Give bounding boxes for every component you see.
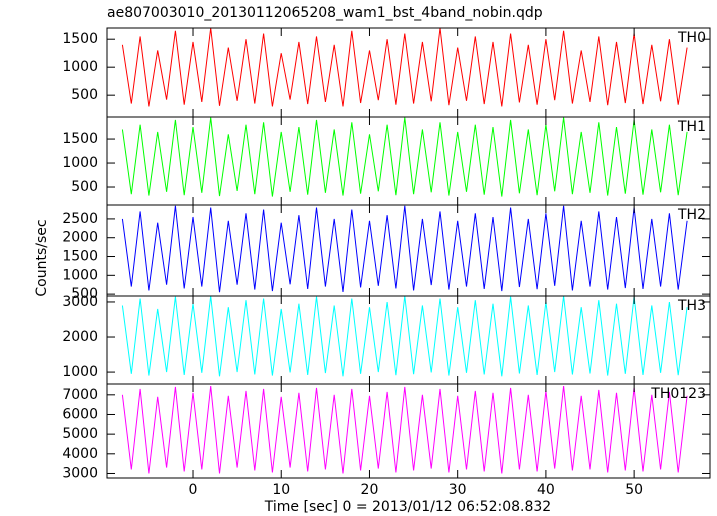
- y-tick-label: 1500: [62, 131, 98, 147]
- y-tick-label: 2500: [62, 211, 98, 227]
- x-tick-label: 30: [449, 482, 467, 498]
- y-tick-label: 500: [71, 286, 98, 302]
- legend-label: TH1: [677, 119, 706, 135]
- y-tick-label: 3000: [62, 294, 98, 310]
- y-tick-label: 1000: [62, 59, 98, 75]
- y-tick-label: 500: [71, 179, 98, 195]
- legend-label: TH3: [677, 298, 706, 314]
- data-line: [121, 296, 688, 377]
- y-tick-label: 500: [71, 87, 98, 103]
- y-tick-label: 3000: [62, 465, 98, 481]
- x-tick-label: 10: [272, 482, 290, 498]
- y-tick-label: 1500: [62, 31, 98, 47]
- y-axis-label: Counts/sec: [34, 219, 50, 296]
- x-tick-label: 40: [537, 482, 555, 498]
- x-tick-label: 50: [625, 482, 643, 498]
- y-tick-label: 6000: [62, 406, 98, 422]
- x-tick-label: 0: [189, 482, 198, 498]
- y-tick-label: 2000: [62, 329, 98, 345]
- legend-label: TH2: [677, 207, 706, 223]
- y-tick-label: 1000: [62, 364, 98, 380]
- chart-title: ae807003010_20130112065208_wam1_bst_4ban…: [107, 5, 543, 21]
- y-tick-label: 2000: [62, 230, 98, 246]
- x-tick-label: 20: [361, 482, 379, 498]
- y-tick-label: 1000: [62, 155, 98, 171]
- legend-label: TH0: [677, 30, 706, 46]
- y-tick-label: 7000: [62, 387, 98, 403]
- data-line: [121, 385, 688, 474]
- panel-frame: [106, 383, 711, 479]
- data-line: [121, 28, 688, 107]
- y-tick-label: 5000: [62, 426, 98, 442]
- y-tick-label: 1000: [62, 267, 98, 283]
- legend-label: TH0123: [650, 386, 706, 402]
- data-line: [121, 205, 688, 293]
- y-tick-label: 4000: [62, 446, 98, 462]
- x-axis-label: Time [sec] 0 = 2013/01/12 06:52:08.832: [264, 499, 551, 515]
- y-tick-label: 1500: [62, 249, 98, 265]
